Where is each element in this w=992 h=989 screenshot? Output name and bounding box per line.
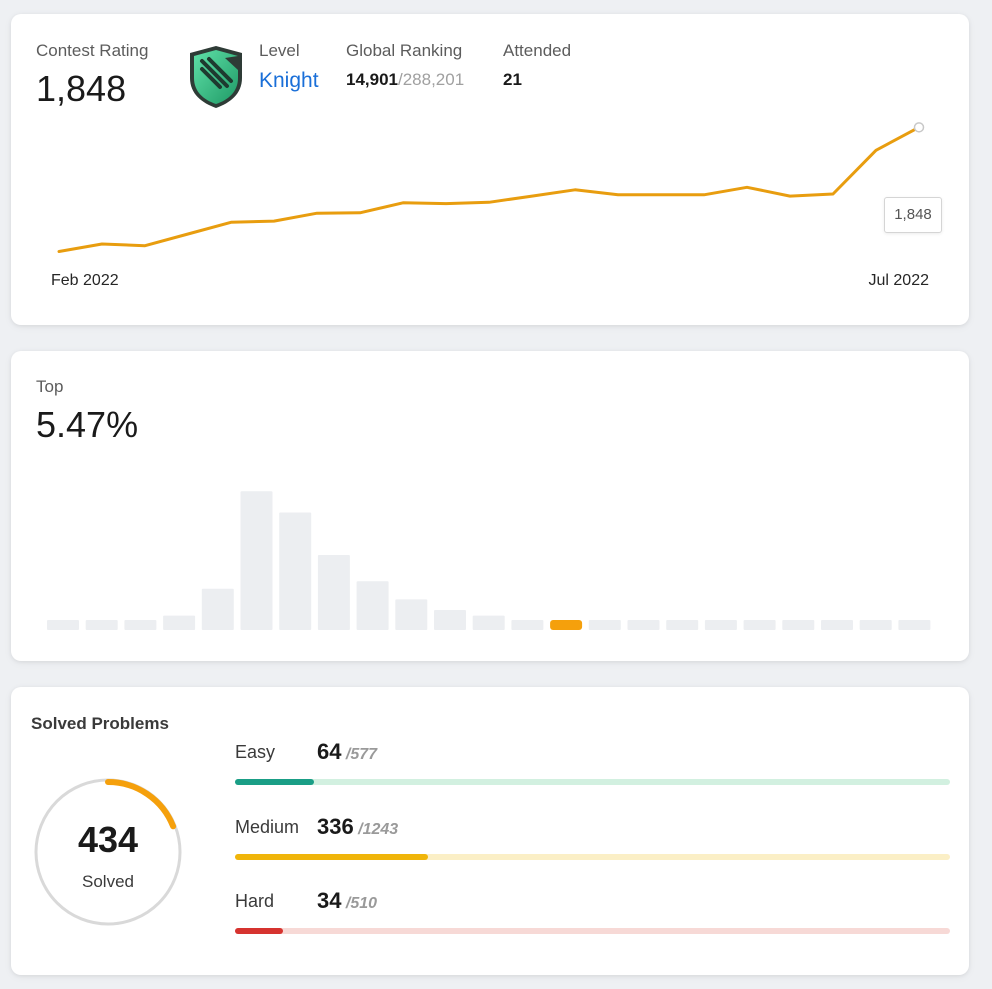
histogram-bar[interactable] bbox=[240, 491, 273, 630]
level-value: Knight bbox=[259, 69, 319, 92]
global-ranking-label: Global Ranking bbox=[346, 41, 463, 60]
histogram-bar[interactable] bbox=[472, 615, 505, 630]
difficulty-progress-fill bbox=[235, 928, 283, 934]
difficulty-label-hard: Hard bbox=[235, 891, 275, 911]
histogram-bar[interactable] bbox=[47, 620, 79, 630]
contest-rating-card: Contest Rating 1,848 Level Knight Global… bbox=[11, 14, 969, 325]
rating-distribution-histogram[interactable] bbox=[11, 351, 969, 661]
histogram-bar[interactable] bbox=[666, 620, 699, 630]
difficulty-count-medium: 336 /1243 bbox=[317, 814, 398, 840]
histogram-bar[interactable] bbox=[627, 620, 660, 630]
histogram-bar[interactable] bbox=[317, 555, 350, 630]
difficulty-progress-track-easy bbox=[235, 779, 950, 785]
histogram-bar[interactable] bbox=[163, 615, 196, 630]
knight-shield-icon bbox=[190, 46, 242, 108]
histogram-bar[interactable] bbox=[434, 610, 466, 630]
solved-caption: Solved bbox=[82, 872, 134, 891]
histogram-bar[interactable] bbox=[859, 620, 892, 630]
contest-rating-value: 1,848 bbox=[36, 68, 127, 109]
difficulty-solved: 336 bbox=[317, 814, 354, 839]
difficulty-label-easy: Easy bbox=[235, 742, 276, 762]
difficulty-total: /577 bbox=[341, 746, 378, 763]
difficulty-progress-track-medium bbox=[235, 854, 950, 860]
histogram-bar[interactable] bbox=[356, 581, 389, 630]
difficulty-label-medium: Medium bbox=[235, 817, 300, 837]
top-percentile-card: Top 5.47% bbox=[11, 351, 969, 661]
histogram-bar[interactable] bbox=[898, 620, 931, 630]
histogram-bar[interactable] bbox=[821, 620, 853, 630]
solved-progress-ring bbox=[34, 778, 182, 926]
rating-last-point[interactable] bbox=[913, 122, 925, 133]
histogram-bar[interactable] bbox=[511, 620, 544, 630]
solved-ring-arc bbox=[35, 779, 181, 925]
histogram-bar[interactable] bbox=[704, 620, 737, 630]
histogram-bar[interactable] bbox=[743, 620, 776, 630]
x-axis-end-label: Jul 2022 bbox=[868, 272, 930, 289]
level-label: Level bbox=[259, 41, 300, 60]
histogram-bar[interactable] bbox=[279, 512, 312, 631]
solved-problems-card: Solved Problems 434 Solved Easy 64 /577 Me… bbox=[11, 687, 969, 975]
rating-tooltip: 1,848 bbox=[884, 197, 942, 233]
x-axis-start-label: Feb 2022 bbox=[51, 272, 119, 289]
histogram-bar[interactable] bbox=[201, 588, 234, 630]
difficulty-count-hard: 34 /510 bbox=[317, 888, 377, 914]
histogram-bar[interactable] bbox=[588, 620, 621, 630]
histogram-bar[interactable] bbox=[395, 599, 428, 630]
difficulty-solved: 64 bbox=[317, 739, 342, 764]
difficulty-progress-fill bbox=[235, 779, 315, 785]
difficulty-total: /510 bbox=[341, 895, 378, 912]
global-rank-total: /288,201 bbox=[398, 70, 465, 89]
difficulty-count-easy: 64 /577 bbox=[317, 739, 377, 765]
rating-line-chart[interactable] bbox=[11, 14, 969, 325]
histogram-bar[interactable] bbox=[782, 620, 815, 630]
histogram-bar[interactable] bbox=[85, 620, 118, 630]
difficulty-progress-fill bbox=[235, 854, 429, 860]
contest-rating-label: Contest Rating bbox=[36, 41, 149, 60]
difficulty-progress-track-hard bbox=[235, 928, 950, 934]
rating-series-line bbox=[57, 125, 921, 253]
attended-label: Attended bbox=[503, 41, 572, 60]
difficulty-solved: 34 bbox=[317, 888, 342, 913]
global-rank: 14,901 bbox=[346, 70, 398, 89]
global-ranking-value: 14,901/288,201 bbox=[346, 70, 464, 90]
histogram-bar[interactable] bbox=[124, 620, 157, 630]
top-label: Top bbox=[36, 377, 64, 396]
solved-problems-title: Solved Problems bbox=[31, 714, 169, 733]
difficulty-total: /1243 bbox=[353, 821, 399, 838]
top-percent-value: 5.47% bbox=[36, 404, 139, 445]
solved-count: 434 bbox=[77, 819, 139, 860]
histogram-bar-current[interactable] bbox=[550, 620, 583, 630]
attended-value: 21 bbox=[503, 70, 522, 89]
